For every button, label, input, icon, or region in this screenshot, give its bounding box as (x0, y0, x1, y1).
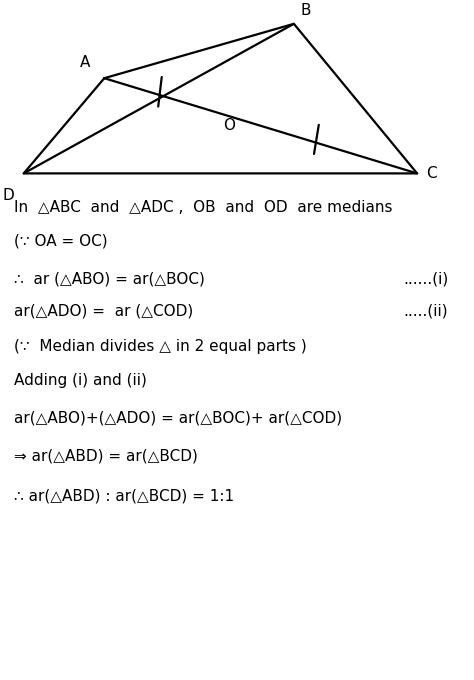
Text: A: A (80, 55, 90, 70)
Text: D: D (2, 188, 14, 203)
Text: (∵ OA = OC): (∵ OA = OC) (14, 233, 108, 248)
Text: ......(i): ......(i) (403, 271, 448, 286)
Text: ∴  ar (△ABO) = ar(△BOC): ∴ ar (△ABO) = ar(△BOC) (14, 271, 205, 286)
Text: ∴ ar(△ABD) : ar(△BCD) = 1:1: ∴ ar(△ABD) : ar(△BCD) = 1:1 (14, 489, 234, 504)
Text: ar(△ADO) =  ar (△COD): ar(△ADO) = ar (△COD) (14, 303, 193, 318)
Text: ar(△ABO)+(△ADO) = ar(△BOC)+ ar(△COD): ar(△ABO)+(△ADO) = ar(△BOC)+ ar(△COD) (14, 411, 342, 426)
Text: B: B (301, 3, 311, 18)
Text: C: C (426, 166, 436, 181)
Text: O: O (223, 118, 235, 133)
Text: (∵  Median divides △ in 2 equal parts ): (∵ Median divides △ in 2 equal parts ) (14, 339, 307, 354)
Text: .....(ii): .....(ii) (403, 303, 447, 318)
Text: In  △ABC  and  △ADC ,  OB  and  OD  are medians: In △ABC and △ADC , OB and OD are medians (14, 200, 393, 215)
Text: ⇒ ar(△ABD) = ar(△BCD): ⇒ ar(△ABD) = ar(△BCD) (14, 448, 198, 463)
Text: Adding (i) and (ii): Adding (i) and (ii) (14, 373, 147, 388)
